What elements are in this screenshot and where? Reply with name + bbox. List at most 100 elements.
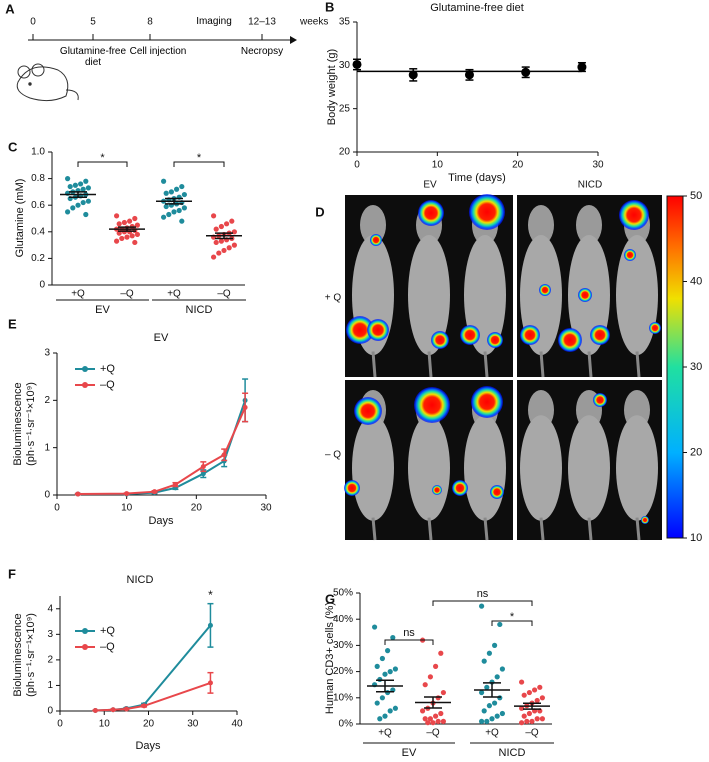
dot — [484, 718, 490, 724]
y-tick-label: 25 — [339, 103, 351, 114]
panel-label: B — [325, 0, 334, 14]
dot — [80, 199, 86, 206]
point — [141, 703, 147, 709]
signal-blob — [431, 331, 449, 349]
panel-label: C — [8, 139, 18, 154]
dot — [171, 209, 177, 215]
timeline-week: 12–13 — [248, 17, 276, 28]
series-line — [95, 681, 211, 712]
point — [352, 59, 362, 69]
x-tick-label: 20 — [191, 503, 203, 514]
dot — [374, 700, 380, 706]
significance-bracket — [432, 600, 533, 606]
mouse-body — [16, 66, 69, 102]
chart-title: EV — [154, 332, 169, 344]
mouse-tail — [635, 351, 641, 378]
mouse-tail — [65, 89, 79, 101]
signal-blob — [471, 386, 503, 418]
y-tick-label: 3 — [47, 629, 53, 640]
timeline-event: Necropsy — [240, 46, 284, 57]
y-tick-label: 1 — [44, 442, 50, 453]
signal-blob — [346, 316, 374, 344]
dot — [179, 218, 185, 224]
signal-blob — [460, 325, 480, 345]
dot — [387, 669, 393, 675]
series-line — [95, 624, 212, 712]
dot — [392, 705, 398, 711]
mouse-tail — [483, 517, 489, 541]
x-tick-label: +Q — [167, 289, 181, 300]
dot — [161, 178, 167, 184]
mouse-body — [464, 235, 506, 356]
point — [242, 404, 248, 410]
dot — [161, 214, 167, 220]
mouse-body — [408, 415, 450, 521]
dot — [486, 703, 492, 709]
point — [408, 70, 418, 80]
dot — [440, 689, 446, 696]
mouse-tail — [635, 517, 641, 541]
dot — [494, 674, 500, 680]
signal-blob — [590, 325, 610, 345]
signal-blob — [354, 397, 382, 425]
timeline-event-text: Glutamine-free diet — [59, 46, 127, 68]
y-tick-label: 50% — [333, 588, 353, 599]
dot — [85, 185, 91, 191]
point — [123, 706, 129, 712]
dot — [229, 218, 235, 224]
dot — [132, 215, 138, 222]
dot — [499, 710, 505, 717]
timeline-event: Imaging — [196, 16, 232, 27]
legend-label: –Q — [100, 379, 115, 391]
dot — [492, 642, 498, 649]
timeline-event-text: Necropsy — [240, 46, 284, 57]
x-axis-label: Time (days) — [448, 172, 506, 184]
dot — [497, 621, 503, 628]
significance-bracket — [384, 639, 434, 645]
dot — [168, 189, 174, 195]
dot — [435, 695, 441, 701]
x-tick-label: +Q — [71, 289, 85, 300]
group-label: NICD — [499, 747, 526, 759]
legend-label: +Q — [100, 625, 115, 637]
dot — [524, 718, 530, 724]
dot — [80, 186, 86, 192]
significance-label: * — [510, 611, 515, 623]
dot — [179, 183, 185, 190]
significance-label: * — [197, 152, 202, 164]
timeline-event: Cell injection — [129, 46, 187, 57]
dot — [433, 713, 439, 719]
significance-bracket — [491, 620, 533, 626]
significance-bracket — [77, 161, 128, 167]
dot — [72, 182, 78, 188]
x-tick-label: 10 — [121, 503, 133, 514]
y-tick-label: 1.0 — [31, 147, 45, 158]
dot — [479, 689, 485, 696]
panel-label: G — [325, 591, 335, 606]
dot — [226, 245, 232, 251]
dot — [231, 229, 237, 235]
mouse-tail — [539, 517, 545, 541]
panel-label: A — [5, 1, 15, 16]
x-tick-label: 30 — [187, 719, 199, 730]
point — [75, 491, 81, 497]
dot — [484, 684, 490, 690]
point — [92, 707, 98, 713]
timeline-event-text: Cell injection — [129, 46, 187, 57]
dot — [385, 689, 391, 696]
signal-blob — [641, 516, 649, 524]
significance-bracket — [173, 161, 225, 167]
colorbar-tick-label: 40 — [690, 275, 702, 287]
y-tick-label: 0 — [47, 706, 53, 717]
dot — [422, 716, 428, 722]
dot — [494, 713, 500, 719]
point — [577, 62, 587, 72]
signal-blob — [469, 194, 505, 230]
column-label: EV — [423, 180, 437, 191]
y-tick-label: 0.6 — [31, 200, 45, 211]
dot — [526, 689, 533, 696]
dot — [529, 718, 535, 724]
y-tick-label: 0% — [339, 719, 354, 730]
dot — [427, 716, 433, 722]
